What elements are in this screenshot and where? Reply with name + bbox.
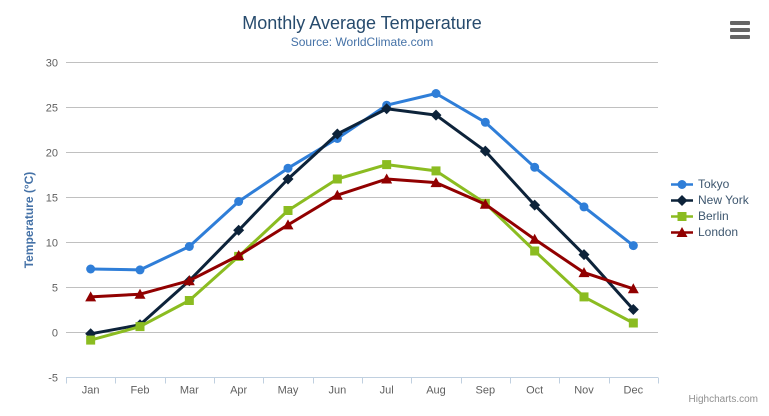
data-point-london[interactable] xyxy=(282,219,294,230)
data-point-london[interactable] xyxy=(430,177,442,188)
y-axis-tick-label: 10 xyxy=(46,238,58,250)
y-axis-tick-label: 15 xyxy=(46,193,58,205)
data-point-london[interactable] xyxy=(479,198,491,209)
series-line-berlin xyxy=(89,163,635,342)
export-menu-button[interactable] xyxy=(729,20,751,40)
legend-symbol-marker[interactable] xyxy=(677,179,687,189)
data-point-london[interactable] xyxy=(381,173,393,184)
y-axis-tick-label: 30 xyxy=(46,58,58,70)
data-point-berlin[interactable] xyxy=(283,206,293,215)
y-axis-tick-label: 5 xyxy=(52,283,58,295)
x-axis-tick-label: Apr xyxy=(230,385,247,397)
legend-symbol-triangle-icon xyxy=(671,226,693,237)
legend-symbol-marker[interactable] xyxy=(676,194,688,206)
y-axis-tick-label: 20 xyxy=(46,148,58,160)
legend-label: London xyxy=(698,225,739,239)
legend-item-tokyo[interactable]: Tokyo xyxy=(671,176,749,192)
y-axis-tick-label: -5 xyxy=(48,373,58,385)
data-point-london[interactable] xyxy=(183,275,195,286)
x-axis-tick-label: Jul xyxy=(380,385,394,397)
data-point-tokyo[interactable] xyxy=(480,117,490,127)
legend-symbol-marker[interactable] xyxy=(677,211,687,221)
y-axis-tick-label: 0 xyxy=(52,328,58,340)
data-point-london[interactable] xyxy=(134,288,146,299)
x-axis-tick-label: Nov xyxy=(574,385,594,397)
legend-label: New York xyxy=(698,193,749,207)
data-point-berlin[interactable] xyxy=(431,166,441,176)
legend-item-london[interactable]: London xyxy=(671,224,749,240)
data-point-london[interactable] xyxy=(233,250,245,260)
legend-symbol-diamond-icon xyxy=(671,194,693,206)
data-point-tokyo[interactable] xyxy=(628,241,638,251)
legend: Tokyo New York Berlin London xyxy=(671,176,749,240)
y-axis-tick-label: 25 xyxy=(46,103,58,115)
data-point-london[interactable] xyxy=(529,233,541,244)
data-point-new-york[interactable] xyxy=(381,103,393,115)
x-axis-tick-label: Oct xyxy=(526,385,543,397)
data-point-new-york[interactable] xyxy=(529,199,541,211)
hamburger-menu-icon xyxy=(730,35,750,39)
legend-symbol-circle-icon xyxy=(671,179,693,189)
data-point-tokyo[interactable] xyxy=(234,197,244,206)
data-point-new-york[interactable] xyxy=(430,109,442,121)
x-axis-tick-label: Jun xyxy=(328,385,346,397)
hamburger-menu-icon xyxy=(730,21,750,25)
data-point-berlin[interactable] xyxy=(86,335,96,345)
data-point-london[interactable] xyxy=(85,291,97,302)
data-point-tokyo[interactable] xyxy=(86,264,96,274)
chart-title: Monthly Average Temperature xyxy=(242,13,482,33)
data-point-berlin[interactable] xyxy=(628,318,638,328)
data-point-new-york[interactable] xyxy=(479,145,491,157)
data-point-tokyo[interactable] xyxy=(579,202,589,212)
x-axis-tick-label: Sep xyxy=(476,385,496,397)
legend-label: Berlin xyxy=(698,209,729,223)
data-point-tokyo[interactable] xyxy=(530,162,540,172)
x-axis-tick-label: Dec xyxy=(624,385,644,397)
data-point-berlin[interactable] xyxy=(184,296,194,305)
series-line-london xyxy=(89,177,635,299)
x-axis-tick-label: Aug xyxy=(426,385,446,397)
hamburger-menu-icon xyxy=(730,28,750,32)
data-point-berlin[interactable] xyxy=(382,160,392,170)
data-point-new-york[interactable] xyxy=(578,249,590,261)
data-point-london[interactable] xyxy=(578,267,590,278)
data-point-berlin[interactable] xyxy=(135,322,145,332)
data-point-berlin[interactable] xyxy=(332,174,342,184)
credits-link[interactable]: Highcharts.com xyxy=(688,394,758,405)
series-line-new-york xyxy=(89,107,635,336)
x-axis-tick-label: Jan xyxy=(82,385,100,397)
data-point-tokyo[interactable] xyxy=(283,163,293,173)
data-point-tokyo[interactable] xyxy=(431,89,441,98)
data-point-tokyo[interactable] xyxy=(135,265,145,275)
data-point-new-york[interactable] xyxy=(282,173,294,185)
data-point-new-york[interactable] xyxy=(331,128,343,140)
data-point-berlin[interactable] xyxy=(579,292,589,302)
legend-item-berlin[interactable]: Berlin xyxy=(671,208,749,224)
legend-item-new-york[interactable]: New York xyxy=(671,192,749,208)
x-axis-tick-label: Mar xyxy=(180,385,199,397)
data-point-london[interactable] xyxy=(627,283,639,294)
legend-symbol-square-icon xyxy=(671,211,693,221)
x-axis-tick-label: May xyxy=(278,385,299,397)
data-point-new-york[interactable] xyxy=(627,304,639,315)
chart-subtitle: Source: WorldClimate.com xyxy=(290,35,434,49)
data-point-new-york[interactable] xyxy=(233,224,245,236)
legend-label: Tokyo xyxy=(698,177,730,191)
y-axis-title: Temperature (°C) xyxy=(22,171,36,269)
data-point-berlin[interactable] xyxy=(530,246,540,256)
legend-symbol-marker[interactable] xyxy=(676,226,688,237)
data-point-tokyo[interactable] xyxy=(184,242,194,251)
x-axis-tick-label: Feb xyxy=(131,385,150,397)
data-point-london[interactable] xyxy=(331,189,343,200)
